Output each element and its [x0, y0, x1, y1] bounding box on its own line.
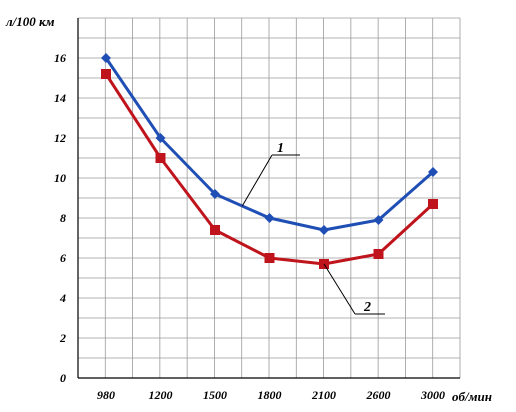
series-2-line [104, 73, 435, 266]
series-1-point [101, 53, 111, 63]
y-tick-label: 0 [60, 371, 66, 385]
series-1-point [319, 225, 329, 235]
series-1-point [155, 133, 166, 143]
series-2-point [264, 253, 275, 263]
y-tick-label: 2 [59, 331, 66, 345]
y-axis-label: л/100 км [5, 14, 55, 29]
callout-1-leader [241, 154, 273, 207]
x-tick-label: 3000 [420, 388, 445, 402]
series-1-point [264, 213, 275, 223]
axes [77, 18, 460, 379]
series-1-point [210, 189, 220, 199]
series-2-point [210, 225, 220, 235]
x-axis-label: об/мин [452, 389, 492, 404]
series-2-point [373, 249, 384, 259]
y-tick-label: 6 [60, 251, 66, 265]
series-1-point [373, 215, 384, 225]
series-1-point [428, 167, 438, 177]
x-tick-label: 980 [97, 388, 115, 402]
y-tick-label: 8 [60, 211, 66, 225]
y-tick-label: 12 [54, 131, 66, 145]
x-tick-label: 1800 [258, 388, 282, 402]
series-callouts: 12 [241, 141, 385, 315]
grid [78, 17, 461, 379]
x-tick-labels: 980 1200 1500 1800 2100 2600 3000 [97, 388, 445, 402]
callout-1-label: 1 [277, 141, 284, 156]
series-2-point [155, 153, 166, 163]
x-tick-label: 2600 [366, 388, 391, 402]
y-tick-label: 4 [59, 291, 66, 305]
x-tick-label: 1500 [203, 388, 227, 402]
callout-2-leader [323, 263, 356, 315]
x-tick-label: 2100 [311, 388, 336, 402]
x-tick-label: 1200 [149, 388, 173, 402]
callout-2-label: 2 [363, 300, 371, 315]
series-1-line [104, 57, 434, 232]
y-tick-label: 16 [54, 51, 66, 65]
series-group [101, 53, 438, 269]
y-tick-label: 10 [54, 171, 66, 185]
series-2-point [428, 199, 438, 209]
y-tick-labels: 0 2 4 6 8 10 12 14 16 [54, 51, 66, 385]
y-tick-label: 14 [54, 91, 66, 105]
series-2-point [101, 69, 111, 79]
